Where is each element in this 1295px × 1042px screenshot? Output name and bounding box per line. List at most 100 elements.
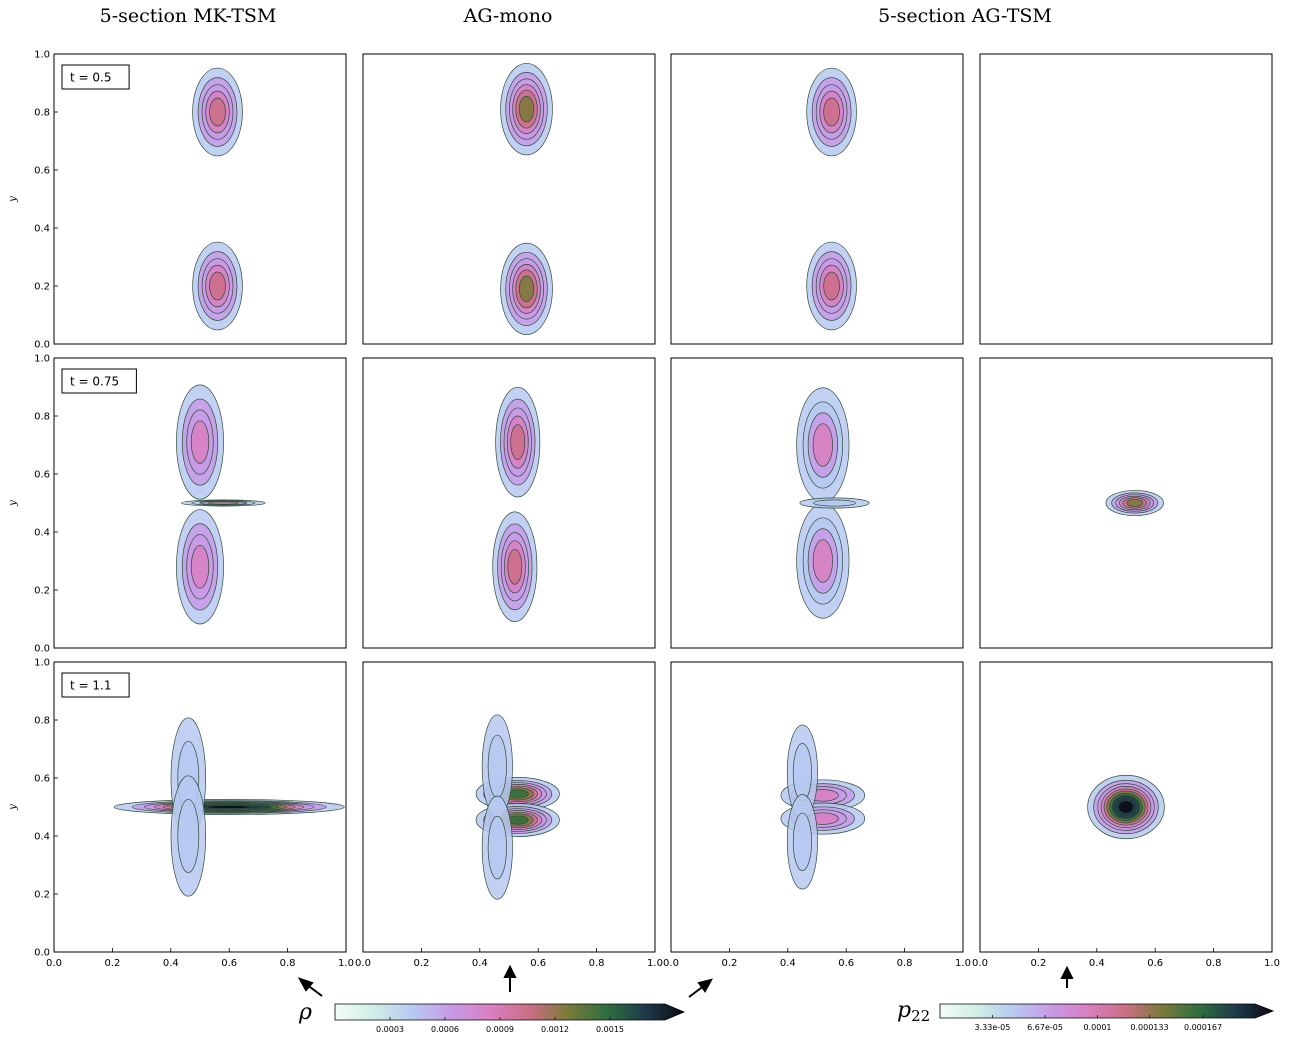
panel-frame — [979, 661, 1273, 953]
y-tick-label: 0.8 — [34, 716, 50, 727]
contour-level-1-5 — [823, 271, 840, 301]
panel-r0-c1 — [362, 53, 656, 345]
panel-r2-c3: 0.0 0.2 0.4 0.6 0.8 1.0 — [972, 661, 1280, 969]
contour-level-0-4 — [190, 420, 210, 464]
colorbar-p22: p22 3.33e-05 6.67e-05 0.0001 0.000133 0.0001… — [897, 998, 1275, 1032]
contour-level-1-5 — [507, 548, 523, 585]
y-tick-label: 0.0 — [34, 644, 50, 655]
time-label-1: t = 0.75 — [61, 368, 137, 394]
time-label-text: t = 0.5 — [70, 71, 111, 85]
x-tick-label: 1.0 — [1264, 958, 1280, 969]
time-label-2: t = 1.1 — [61, 672, 130, 698]
contour-level-2-2 — [487, 734, 507, 799]
panel-frame — [53, 661, 347, 953]
contour-set — [1105, 490, 1164, 516]
panel-background — [980, 54, 1272, 344]
contour-level-1-6 — [518, 275, 535, 303]
x-tick-label: 0.2 — [104, 958, 120, 969]
contour-set — [796, 387, 870, 619]
colorbar-arrows — [297, 964, 1074, 998]
x-tick-label: 0.4 — [163, 958, 179, 969]
x-tick-label: 0.2 — [413, 958, 429, 969]
y-tick-label: 0.2 — [34, 890, 50, 901]
x-tick-label: 0.4 — [472, 958, 488, 969]
contour-set — [113, 717, 345, 897]
panel-frame — [670, 53, 964, 345]
y-tick-label: 0.6 — [34, 470, 50, 481]
panel-grid: 0.00.20.40.60.81.0y0.00.20.40.60.81.0y0.… — [8, 50, 1280, 970]
y-tick-label: 0.2 — [34, 282, 50, 293]
contour-set — [192, 67, 243, 331]
time-label-box — [61, 672, 130, 698]
y-tick-label: 0.8 — [34, 108, 50, 119]
contour-level-0-5 — [209, 97, 226, 127]
x-tick-label: 0.8 — [1206, 958, 1222, 969]
x-tick-label: 0.0 — [972, 958, 988, 969]
contour-level-0-6 — [1126, 499, 1144, 507]
y-tick-label: 1.0 — [34, 354, 50, 365]
contour-set — [780, 724, 866, 890]
column-title-ag-mono: AG-mono — [463, 5, 553, 27]
panel-r2-c2: 0.0 0.2 0.4 0.6 0.8 1.0 — [663, 661, 971, 969]
colorbar-p22-symbol: p22 — [897, 998, 930, 1025]
x-tick-label: 0.4 — [1089, 958, 1105, 969]
time-label-box — [61, 368, 137, 394]
x-tick-label: 0.6 — [838, 958, 854, 969]
time-label-0: t = 0.5 — [61, 64, 130, 90]
arrow-to-ag-mono — [503, 964, 517, 992]
y-tick-label: 0.8 — [34, 412, 50, 423]
x-tick-label: 1.0 — [955, 958, 971, 969]
contour-set — [492, 386, 541, 623]
colorbar-rho-bar — [334, 1003, 686, 1021]
panel-frame — [670, 357, 964, 649]
y-axis-label: y — [8, 196, 19, 203]
time-label-text: t = 0.75 — [70, 375, 119, 389]
colorbar-p22-ticks: 3.33e-05 6.67e-05 0.0001 0.000133 0.000167 — [975, 1015, 1222, 1032]
time-label-text: t = 1.1 — [70, 679, 111, 693]
arrow-to-mk-tsm — [297, 977, 323, 997]
colorbar-tick-label: 0.0015 — [596, 1025, 624, 1034]
colorbar-tick-label: 0.0001 — [1084, 1023, 1112, 1032]
y-tick-label: 0.2 — [34, 586, 50, 597]
column-title-ag-tsm: 5-section AG-TSM — [878, 5, 1052, 27]
panel-r0-c0: 0.0 0.2 0.4 0.6 0.8 1.0 y — [8, 50, 347, 351]
contour-level-0-10 — [205, 805, 253, 809]
contour-level-2-2 — [177, 799, 200, 873]
arrow-to-p22-column — [1060, 965, 1074, 988]
colorbar-p22-bar — [939, 1003, 1275, 1019]
contour-level-3-2 — [487, 815, 507, 880]
y-axis-label: y — [8, 500, 19, 507]
colorbar-tick-label: 0.0012 — [541, 1025, 569, 1034]
colorbar-tick-label: 6.67e-05 — [1027, 1023, 1063, 1032]
panel-frame — [979, 357, 1273, 649]
y-tick-label: 0.0 — [34, 340, 50, 351]
panel-r1-c1 — [362, 357, 656, 649]
contour-level-2-2 — [792, 743, 812, 802]
y-tick-label: 0.4 — [34, 528, 50, 539]
panel-frame — [670, 661, 964, 953]
contour-set — [176, 384, 266, 625]
x-tick-label: 0.2 — [721, 958, 737, 969]
y-tick-label: 0.6 — [34, 774, 50, 785]
panel-r2-c1: 0.0 0.2 0.4 0.6 0.8 1.0 — [355, 661, 663, 969]
x-tick-label: 0.0 — [663, 958, 679, 969]
x-tick-label: 0.8 — [589, 958, 605, 969]
time-label-box — [61, 64, 130, 90]
colorbar-tick-label: 0.0003 — [376, 1025, 404, 1034]
x-tick-label: 0.0 — [46, 958, 62, 969]
x-tick-label: 1.0 — [647, 958, 663, 969]
contour-level-2-2 — [813, 499, 856, 507]
contour-level-0-5 — [510, 424, 526, 460]
contour-set — [475, 714, 560, 900]
x-tick-label: 0.8 — [897, 958, 913, 969]
contour-set — [1087, 774, 1165, 840]
panel-frame — [362, 53, 656, 345]
x-tick-label: 0.4 — [780, 958, 796, 969]
contour-level-3-2 — [792, 812, 812, 871]
panel-r2-c0: 0.0 0.2 0.4 0.6 0.8 1.0 y 0.0 0.2 0.4 0.6 0.8 1.0 — [8, 658, 354, 970]
y-tick-label: 1.0 — [34, 50, 50, 61]
panel-r1-c0: 0.0 0.2 0.4 0.6 0.8 1.0 y — [8, 354, 347, 655]
colorbar-tick-label: 0.0009 — [486, 1025, 514, 1034]
x-tick-label: 1.0 — [338, 958, 354, 969]
